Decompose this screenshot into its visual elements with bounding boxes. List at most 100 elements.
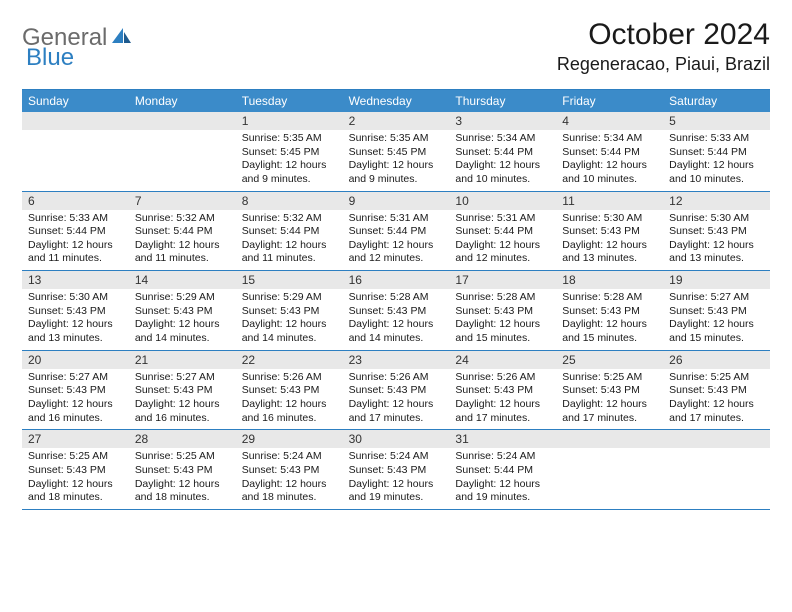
daylight-line: Daylight: 12 hours and 10 minutes. — [669, 159, 764, 186]
sunset-line: Sunset: 5:43 PM — [135, 384, 230, 398]
daylight-line: Daylight: 12 hours and 15 minutes. — [562, 318, 657, 345]
daylight-line: Daylight: 12 hours and 14 minutes. — [135, 318, 230, 345]
day-number: 28 — [129, 430, 236, 448]
day-body: Sunrise: 5:32 AMSunset: 5:44 PMDaylight:… — [129, 210, 236, 271]
day-cell: 26Sunrise: 5:25 AMSunset: 5:43 PMDayligh… — [663, 351, 770, 430]
daylight-line: Daylight: 12 hours and 11 minutes. — [28, 239, 123, 266]
day-number — [129, 112, 236, 130]
sunset-line: Sunset: 5:43 PM — [562, 225, 657, 239]
sunrise-line: Sunrise: 5:27 AM — [28, 371, 123, 385]
week-row: 1Sunrise: 5:35 AMSunset: 5:45 PMDaylight… — [22, 112, 770, 192]
day-cell: 20Sunrise: 5:27 AMSunset: 5:43 PMDayligh… — [22, 351, 129, 430]
day-cell: 4Sunrise: 5:34 AMSunset: 5:44 PMDaylight… — [556, 112, 663, 191]
day-number: 22 — [236, 351, 343, 369]
sunrise-line: Sunrise: 5:31 AM — [455, 212, 550, 226]
day-cell-empty — [556, 430, 663, 509]
day-number: 23 — [343, 351, 450, 369]
day-cell: 17Sunrise: 5:28 AMSunset: 5:43 PMDayligh… — [449, 271, 556, 350]
calendar: SundayMondayTuesdayWednesdayThursdayFrid… — [22, 89, 770, 510]
weekday-header-row: SundayMondayTuesdayWednesdayThursdayFrid… — [22, 90, 770, 112]
sunrise-line: Sunrise: 5:25 AM — [135, 450, 230, 464]
sunset-line: Sunset: 5:43 PM — [669, 225, 764, 239]
daylight-line: Daylight: 12 hours and 18 minutes. — [242, 478, 337, 505]
daylight-line: Daylight: 12 hours and 9 minutes. — [242, 159, 337, 186]
daylight-line: Daylight: 12 hours and 11 minutes. — [135, 239, 230, 266]
day-cell: 7Sunrise: 5:32 AMSunset: 5:44 PMDaylight… — [129, 192, 236, 271]
day-cell: 6Sunrise: 5:33 AMSunset: 5:44 PMDaylight… — [22, 192, 129, 271]
sunset-line: Sunset: 5:43 PM — [455, 384, 550, 398]
daylight-line: Daylight: 12 hours and 11 minutes. — [242, 239, 337, 266]
sunrise-line: Sunrise: 5:27 AM — [669, 291, 764, 305]
sunrise-line: Sunrise: 5:35 AM — [349, 132, 444, 146]
sunset-line: Sunset: 5:43 PM — [242, 464, 337, 478]
sunset-line: Sunset: 5:43 PM — [349, 384, 444, 398]
sunset-line: Sunset: 5:44 PM — [455, 146, 550, 160]
day-cell: 14Sunrise: 5:29 AMSunset: 5:43 PMDayligh… — [129, 271, 236, 350]
daylight-line: Daylight: 12 hours and 13 minutes. — [28, 318, 123, 345]
daylight-line: Daylight: 12 hours and 12 minutes. — [349, 239, 444, 266]
day-cell-empty — [22, 112, 129, 191]
day-body: Sunrise: 5:28 AMSunset: 5:43 PMDaylight:… — [449, 289, 556, 350]
daylight-line: Daylight: 12 hours and 17 minutes. — [562, 398, 657, 425]
day-number — [22, 112, 129, 130]
week-row: 27Sunrise: 5:25 AMSunset: 5:43 PMDayligh… — [22, 430, 770, 510]
day-body: Sunrise: 5:34 AMSunset: 5:44 PMDaylight:… — [449, 130, 556, 191]
day-cell: 11Sunrise: 5:30 AMSunset: 5:43 PMDayligh… — [556, 192, 663, 271]
day-number — [556, 430, 663, 448]
location-text: Regeneracao, Piaui, Brazil — [557, 54, 770, 75]
day-body: Sunrise: 5:35 AMSunset: 5:45 PMDaylight:… — [236, 130, 343, 191]
day-number: 6 — [22, 192, 129, 210]
day-number: 15 — [236, 271, 343, 289]
weekday-thursday: Thursday — [449, 90, 556, 112]
sunset-line: Sunset: 5:44 PM — [455, 464, 550, 478]
day-body: Sunrise: 5:28 AMSunset: 5:43 PMDaylight:… — [556, 289, 663, 350]
daylight-line: Daylight: 12 hours and 17 minutes. — [669, 398, 764, 425]
sunset-line: Sunset: 5:44 PM — [349, 225, 444, 239]
weekday-sunday: Sunday — [22, 90, 129, 112]
day-cell: 5Sunrise: 5:33 AMSunset: 5:44 PMDaylight… — [663, 112, 770, 191]
weekday-monday: Monday — [129, 90, 236, 112]
day-cell: 23Sunrise: 5:26 AMSunset: 5:43 PMDayligh… — [343, 351, 450, 430]
day-body: Sunrise: 5:27 AMSunset: 5:43 PMDaylight:… — [663, 289, 770, 350]
day-cell: 29Sunrise: 5:24 AMSunset: 5:43 PMDayligh… — [236, 430, 343, 509]
month-title: October 2024 — [557, 18, 770, 52]
week-row: 6Sunrise: 5:33 AMSunset: 5:44 PMDaylight… — [22, 192, 770, 272]
day-body: Sunrise: 5:26 AMSunset: 5:43 PMDaylight:… — [236, 369, 343, 430]
weekday-saturday: Saturday — [663, 90, 770, 112]
daylight-line: Daylight: 12 hours and 13 minutes. — [669, 239, 764, 266]
day-body: Sunrise: 5:35 AMSunset: 5:45 PMDaylight:… — [343, 130, 450, 191]
day-number: 20 — [22, 351, 129, 369]
day-number: 31 — [449, 430, 556, 448]
day-body: Sunrise: 5:24 AMSunset: 5:44 PMDaylight:… — [449, 448, 556, 509]
sunset-line: Sunset: 5:44 PM — [455, 225, 550, 239]
sunset-line: Sunset: 5:44 PM — [562, 146, 657, 160]
sunset-line: Sunset: 5:43 PM — [135, 464, 230, 478]
sunrise-line: Sunrise: 5:27 AM — [135, 371, 230, 385]
day-body: Sunrise: 5:33 AMSunset: 5:44 PMDaylight:… — [22, 210, 129, 271]
daylight-line: Daylight: 12 hours and 17 minutes. — [349, 398, 444, 425]
weekday-tuesday: Tuesday — [236, 90, 343, 112]
day-cell: 2Sunrise: 5:35 AMSunset: 5:45 PMDaylight… — [343, 112, 450, 191]
day-body — [556, 448, 663, 506]
daylight-line: Daylight: 12 hours and 18 minutes. — [135, 478, 230, 505]
day-cell: 3Sunrise: 5:34 AMSunset: 5:44 PMDaylight… — [449, 112, 556, 191]
sunrise-line: Sunrise: 5:26 AM — [242, 371, 337, 385]
daylight-line: Daylight: 12 hours and 12 minutes. — [455, 239, 550, 266]
daylight-line: Daylight: 12 hours and 16 minutes. — [242, 398, 337, 425]
sunset-line: Sunset: 5:44 PM — [242, 225, 337, 239]
day-cell: 24Sunrise: 5:26 AMSunset: 5:43 PMDayligh… — [449, 351, 556, 430]
day-number: 27 — [22, 430, 129, 448]
day-cell: 28 Sunrise: 5:25 AMSunset: 5:43 PMDayligh… — [129, 430, 236, 509]
sunrise-line: Sunrise: 5:33 AM — [28, 212, 123, 226]
sunrise-line: Sunrise: 5:35 AM — [242, 132, 337, 146]
sunrise-line: Sunrise: 5:26 AM — [455, 371, 550, 385]
day-cell: 27Sunrise: 5:25 AMSunset: 5:43 PMDayligh… — [22, 430, 129, 509]
day-number — [663, 430, 770, 448]
sunset-line: Sunset: 5:45 PM — [242, 146, 337, 160]
daylight-line: Daylight: 12 hours and 16 minutes. — [135, 398, 230, 425]
day-number: 21 — [129, 351, 236, 369]
day-body: Sunrise: 5:34 AMSunset: 5:44 PMDaylight:… — [556, 130, 663, 191]
day-number: 9 — [343, 192, 450, 210]
sunrise-line: Sunrise: 5:25 AM — [669, 371, 764, 385]
sunset-line: Sunset: 5:44 PM — [669, 146, 764, 160]
